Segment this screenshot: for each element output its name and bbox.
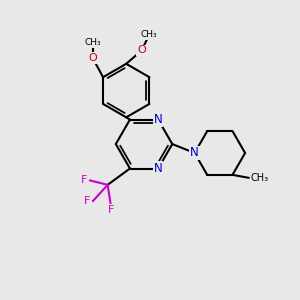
Text: O: O [88, 53, 97, 63]
Text: O: O [88, 53, 97, 63]
Text: OCH₃: OCH₃ [91, 42, 94, 43]
Text: CH₃: CH₃ [250, 173, 268, 183]
Text: N: N [190, 146, 199, 160]
Text: F: F [81, 176, 88, 185]
Text: F: F [84, 196, 91, 206]
Text: CH₃: CH₃ [84, 38, 101, 47]
Text: CH₃: CH₃ [141, 31, 158, 40]
Text: N: N [154, 113, 163, 126]
Text: N: N [154, 162, 163, 175]
Text: F: F [107, 205, 114, 214]
Text: O: O [137, 45, 146, 56]
